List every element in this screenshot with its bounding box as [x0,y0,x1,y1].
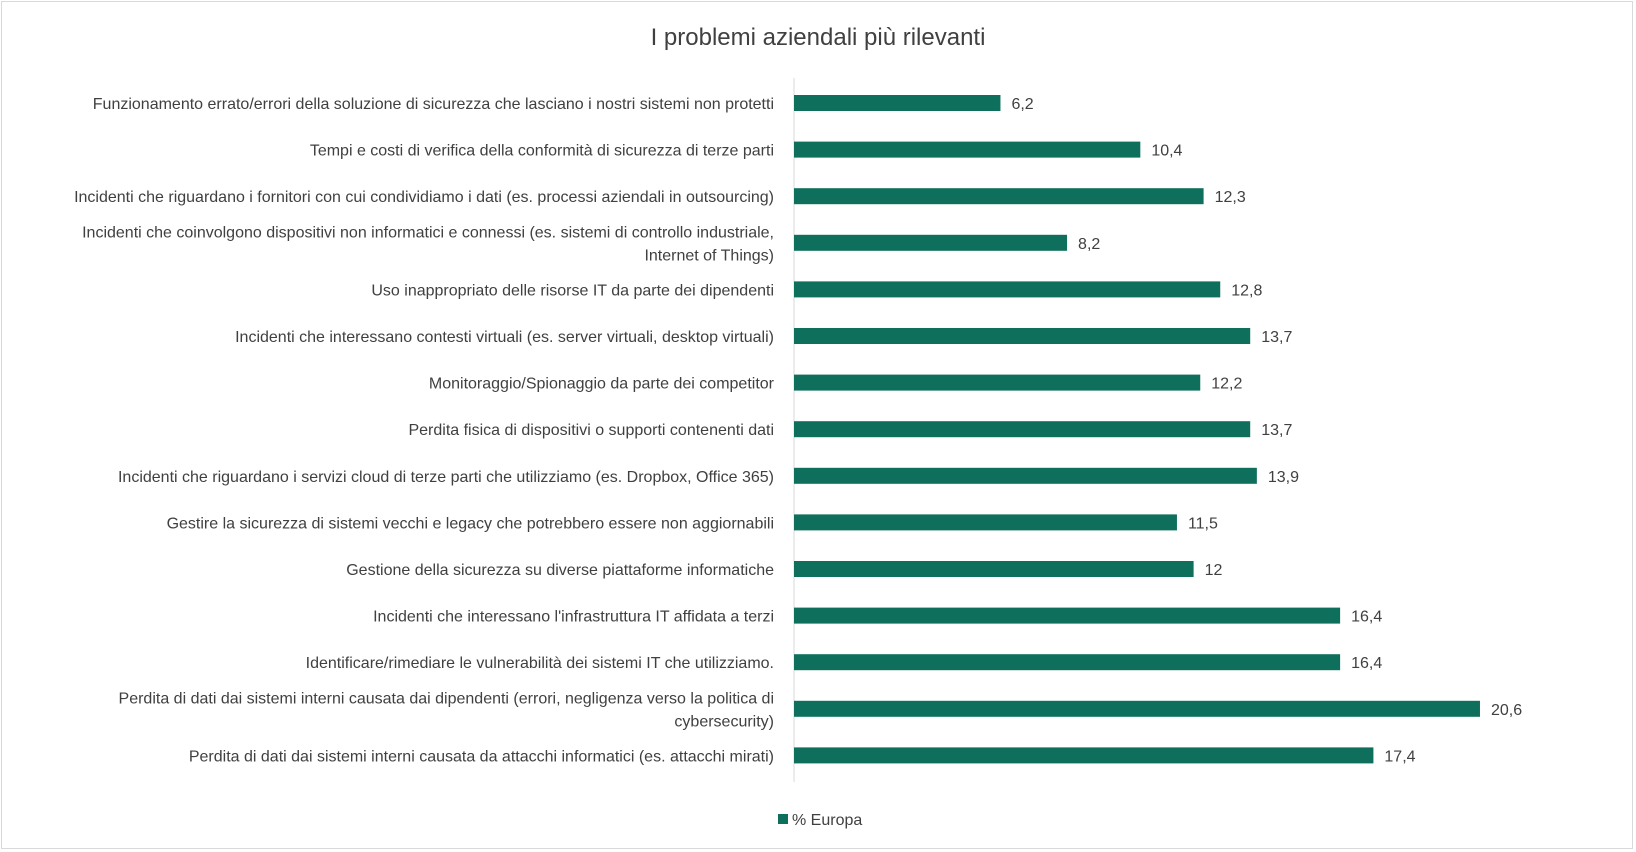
category-label: Incidenti che interessano l'infrastruttu… [373,609,774,626]
bar [794,700,1480,717]
category-label: Perdita di dati dai sistemi interni caus… [119,690,774,707]
data-label: 13,7 [1261,329,1292,346]
data-label: 12,2 [1211,376,1242,393]
category-label: Perdita fisica di dispositivi o supporti… [408,422,774,439]
data-label: 8,2 [1078,236,1100,253]
data-label: 17,4 [1384,748,1415,765]
category-label: Tempi e costi di verifica della conformi… [310,143,774,160]
data-label: 10,4 [1151,143,1182,160]
category-label: Internet of Things) [644,247,774,264]
bar [794,141,1141,158]
category-label: Identificare/rimediare le vulnerabilità … [306,655,774,672]
bar [794,188,1204,205]
category-label: Incidenti che interessano contesti virtu… [235,329,774,346]
category-label: Gestire la sicurezza di sistemi vecchi e… [167,515,774,532]
legend: % Europa [778,812,862,829]
category-label: Uso inappropriato delle risorse IT da pa… [371,282,774,299]
bar [794,514,1177,531]
bars-layer: 6,2 Funzionamento errato/errori della sol… [74,95,1522,765]
category-label: cybersecurity) [674,713,774,730]
bar [794,747,1374,764]
data-label: 12,8 [1231,282,1262,299]
bar [794,95,1001,111]
data-label: 12,3 [1215,189,1246,206]
category-label: Incidenti che coinvolgono dispositivi no… [82,224,774,241]
data-label: 6,2 [1011,96,1033,113]
category-label: Incidenti che riguardano i servizi cloud… [118,469,774,486]
data-label: 16,4 [1351,655,1382,672]
category-label: Funzionamento errato/errori della soluzi… [93,96,774,113]
category-label: Incidenti che riguardano i fornitori con… [74,189,774,206]
bar [794,654,1341,671]
legend-label: % Europa [792,812,862,829]
bar [794,328,1251,344]
legend-swatch [778,814,788,824]
bar [794,607,1341,624]
data-label: 11,5 [1188,515,1218,532]
bar [794,234,1068,251]
data-label: 13,9 [1268,469,1299,486]
data-label: 12 [1205,562,1223,579]
category-label: Gestione della sicurezza su diverse piat… [346,562,774,579]
data-label: 20,6 [1491,702,1522,719]
data-label: 13,7 [1261,422,1292,439]
chart-title: I problemi aziendali più rilevanti [651,24,986,51]
bar [794,561,1194,577]
category-label: Perdita di dati dai sistemi interni caus… [189,748,774,765]
bar [794,374,1201,391]
bar [794,467,1257,484]
category-label: Monitoraggio/Spionaggio da parte dei com… [429,376,775,393]
bar [794,421,1251,438]
data-label: 16,4 [1351,609,1382,626]
bar [794,281,1221,298]
